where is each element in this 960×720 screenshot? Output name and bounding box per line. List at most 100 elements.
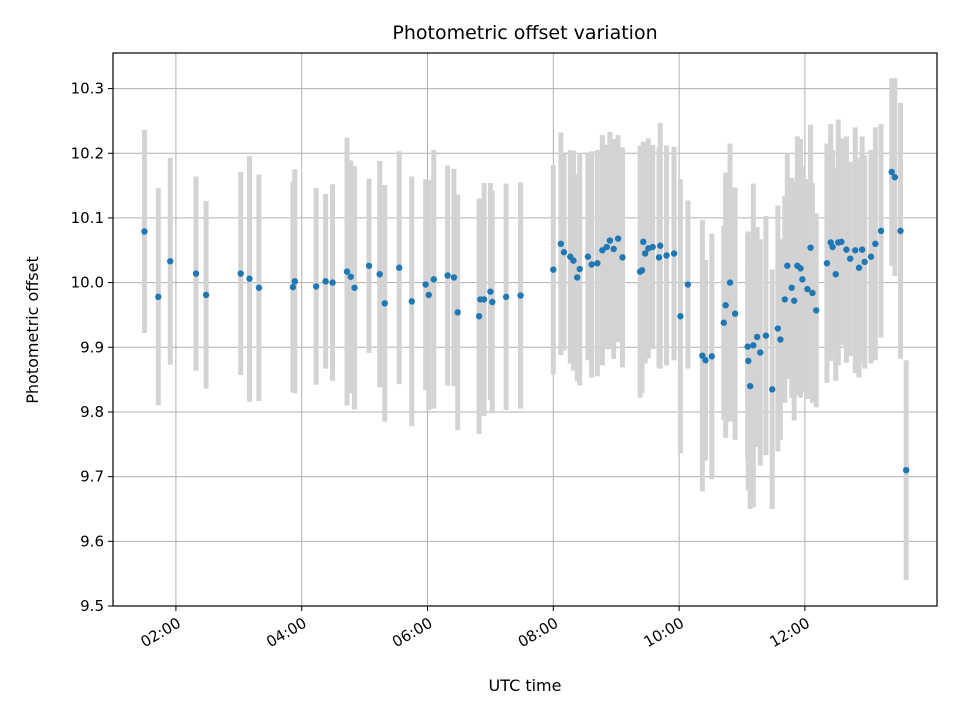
data-point (855, 264, 863, 271)
data-point (381, 300, 388, 307)
data-points (141, 168, 910, 474)
data-point (657, 242, 664, 249)
data-point (872, 240, 879, 248)
data-point (641, 250, 649, 257)
data-point (832, 271, 839, 278)
x-axis-title: UTC time (489, 676, 562, 695)
data-point (422, 281, 429, 288)
data-point (823, 260, 831, 267)
data-point (343, 268, 351, 275)
data-point (807, 244, 814, 251)
data-point (557, 240, 565, 248)
data-point (502, 293, 510, 301)
data-point (684, 281, 692, 288)
data-point (813, 307, 820, 314)
data-point (788, 284, 795, 291)
data-point (726, 279, 734, 286)
data-point (289, 283, 297, 291)
data-point (614, 235, 622, 242)
data-point (444, 272, 451, 279)
data-point (757, 349, 764, 356)
y-tick-label: 10.0 (71, 274, 104, 292)
data-point (774, 325, 782, 332)
data-point (450, 274, 458, 281)
data-point (351, 284, 358, 291)
x-axis: 02:00 04:00 06:00 08:00 10:00 12:00 (137, 606, 813, 651)
data-point (861, 258, 868, 266)
y-tick-label: 9.9 (80, 338, 104, 356)
data-point (425, 291, 432, 299)
data-point (141, 228, 148, 235)
data-point (255, 284, 263, 291)
data-point (376, 271, 383, 278)
y-axis: 9.5 9.6 9.7 9.8 9.9 10.0 10.1 10.2 10.3 (71, 80, 113, 615)
data-point (584, 253, 592, 260)
x-tick-label: 12:00 (766, 614, 812, 651)
plot-frame (112, 52, 938, 607)
data-point (560, 249, 568, 256)
x-tick-label: 04:00 (263, 614, 309, 651)
y-tick-label: 9.5 (80, 597, 104, 615)
data-point (731, 310, 739, 317)
data-point (202, 291, 210, 299)
data-point (312, 283, 320, 290)
data-point (663, 252, 670, 259)
data-point (517, 292, 524, 299)
data-point (322, 278, 329, 285)
data-point (708, 353, 716, 360)
chart-title: Photometric offset variation (392, 22, 657, 44)
data-point (744, 343, 751, 350)
data-point (902, 466, 910, 474)
data-point (877, 227, 885, 235)
data-point (677, 313, 684, 320)
y-tick-label: 9.7 (80, 468, 104, 486)
x-tick-label: 02:00 (137, 614, 183, 651)
data-point (670, 250, 678, 257)
x-tick-label: 10:00 (641, 614, 687, 651)
data-point (750, 342, 757, 349)
data-point (784, 262, 791, 269)
data-point (291, 278, 298, 285)
data-point (720, 319, 727, 326)
data-point (574, 274, 581, 281)
x-tick-label: 08:00 (515, 614, 561, 651)
data-point (480, 296, 488, 303)
data-point (246, 275, 253, 282)
data-point (891, 173, 899, 181)
data-point (702, 357, 709, 364)
data-point (846, 255, 854, 262)
data-point (594, 260, 601, 267)
y-tick-label: 9.8 (80, 403, 104, 421)
data-point (329, 279, 336, 286)
data-point (155, 293, 162, 301)
data-point (781, 296, 788, 303)
data-point (237, 270, 244, 277)
data-point (769, 386, 776, 393)
data-point (550, 266, 557, 273)
data-point (395, 264, 403, 271)
data-point (610, 245, 617, 253)
data-point (430, 276, 437, 283)
data-point (745, 357, 752, 365)
data-point (791, 297, 798, 304)
data-point (489, 298, 496, 306)
data-point (576, 265, 583, 273)
data-point (570, 257, 577, 264)
data-point (799, 276, 806, 283)
data-point (167, 258, 174, 265)
data-point (454, 309, 461, 316)
y-tick-label: 10.3 (71, 80, 104, 98)
data-point (603, 243, 610, 251)
y-tick-label: 10.2 (71, 144, 104, 162)
data-point (606, 237, 614, 244)
data-point (599, 247, 606, 254)
data-point (753, 333, 761, 341)
data-point (858, 246, 866, 253)
y-tick-label: 9.6 (80, 532, 104, 550)
data-point (638, 267, 646, 274)
data-point (699, 352, 706, 359)
data-point (852, 247, 859, 254)
data-point (649, 243, 656, 251)
data-point (619, 254, 626, 261)
